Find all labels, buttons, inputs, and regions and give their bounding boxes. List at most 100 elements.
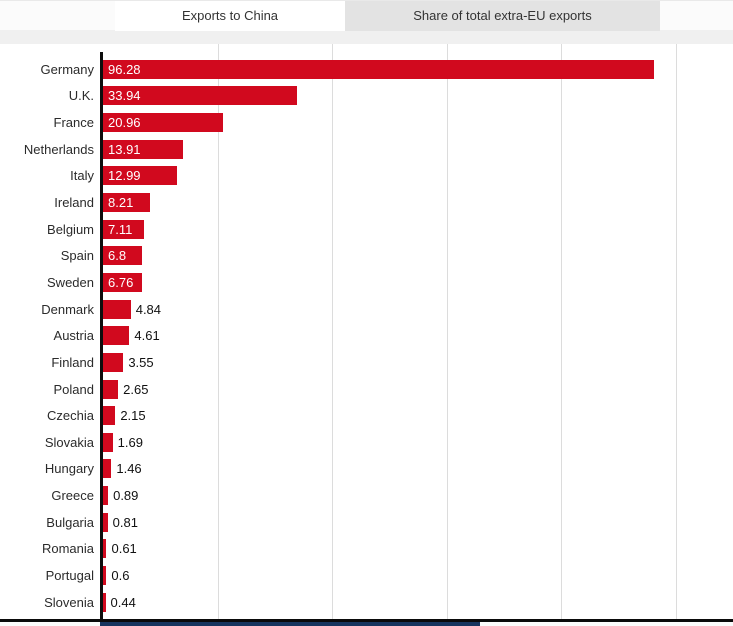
value-label: 4.84: [135, 301, 162, 317]
category-label: Spain: [60, 248, 94, 264]
bar-row: Italy 12.99: [0, 163, 733, 190]
bar-track: 0.6: [103, 565, 733, 585]
value-label: 0.61: [111, 541, 137, 557]
bar-track: 33.94: [103, 86, 733, 106]
bar-track: 2.15: [103, 406, 733, 426]
bar-row: Austria 4.61: [0, 322, 733, 349]
value-label: 0.89: [113, 488, 139, 504]
bar-slovenia[interactable]: [103, 592, 106, 612]
bar-hungary[interactable]: [103, 459, 112, 479]
bar-ireland[interactable]: 8.21: [103, 193, 151, 213]
value-label: 0.81: [112, 514, 138, 530]
y-axis-line: [100, 52, 103, 619]
bar-row: Czechia 2.15: [0, 402, 733, 429]
category-label: Germany: [40, 61, 94, 77]
value-label: 4.61: [134, 328, 160, 344]
bar-austria[interactable]: [103, 326, 130, 346]
bar-track: 1.46: [103, 459, 733, 479]
category-label: Bulgaria: [46, 514, 94, 530]
bar-track: 0.89: [103, 486, 733, 506]
value-label: 3.55: [128, 354, 154, 370]
bar-netherlands[interactable]: 13.91: [103, 139, 183, 159]
bar-spain[interactable]: 6.8: [103, 246, 142, 266]
category-label: Sweden: [47, 274, 94, 290]
value-label: 96.28: [108, 61, 141, 77]
category-label: Netherlands: [23, 141, 94, 157]
value-label: 2.65: [123, 381, 149, 397]
bar-belgium[interactable]: 7.11: [103, 219, 144, 239]
header-divider-band: [0, 30, 733, 44]
bar-romania[interactable]: [103, 539, 107, 559]
bar-track: 0.44: [103, 592, 733, 612]
bar-row: France 20.96: [0, 109, 733, 136]
value-label: 7.11: [108, 221, 133, 237]
value-label: 0.44: [110, 594, 136, 610]
category-label: Finland: [51, 354, 94, 370]
bar-track: 7.11: [103, 219, 733, 239]
bar-portugal[interactable]: [103, 565, 107, 585]
value-label: 1.46: [116, 461, 142, 477]
bar-track: 4.61: [103, 326, 733, 346]
bar-row: Poland 2.65: [0, 376, 733, 403]
category-label: France: [53, 115, 94, 131]
bar-track: 3.55: [103, 352, 733, 372]
bar-slovakia[interactable]: [103, 432, 113, 452]
category-label: Poland: [53, 381, 94, 397]
category-label: Slovakia: [44, 434, 94, 450]
bar-track: 1.69: [103, 432, 733, 452]
bar-italy[interactable]: 12.99: [103, 166, 178, 186]
value-label: 2.15: [120, 408, 146, 424]
tab-share-extra-eu-exports[interactable]: Share of total extra-EU exports: [345, 1, 660, 31]
gridline: [217, 44, 219, 619]
category-label: Austria: [53, 328, 94, 344]
bar-france[interactable]: 20.96: [103, 113, 224, 133]
bar-bulgaria[interactable]: [103, 512, 108, 532]
category-label: Slovenia: [44, 594, 94, 610]
value-label: 33.94: [108, 88, 141, 104]
bar-greece[interactable]: [103, 486, 109, 506]
bar-row: Finland 3.55: [0, 349, 733, 376]
bar-row: Hungary 1.46: [0, 456, 733, 483]
category-label: U.K.: [68, 88, 94, 104]
bar-track: 96.28: [103, 59, 733, 79]
bar-track: 0.61: [103, 539, 733, 559]
bar-track: 0.81: [103, 512, 733, 532]
bar-track: 8.21: [103, 193, 733, 213]
bar-poland[interactable]: [103, 379, 119, 399]
bar-track: 20.96: [103, 113, 733, 133]
bar-rows: Germany 96.28 U.K. 33.94 France 20.96 Netherla…: [0, 56, 733, 615]
bar-row: U.K. 33.94: [0, 83, 733, 110]
gridline: [561, 44, 563, 619]
value-label: 13.91: [108, 141, 141, 157]
bar-u-k[interactable]: 33.94: [103, 86, 298, 106]
bar-denmark[interactable]: [103, 299, 131, 319]
bar-track: 12.99: [103, 166, 733, 186]
gridline: [446, 44, 448, 619]
bar-track: 13.91: [103, 139, 733, 159]
category-label: Ireland: [54, 195, 94, 211]
bar-track: 4.84: [103, 299, 733, 319]
category-label: Romania: [41, 541, 94, 557]
bar-czechia[interactable]: [103, 406, 116, 426]
bar-row: Romania 0.61: [0, 536, 733, 563]
bar-sweden[interactable]: 6.76: [103, 272, 142, 292]
gridlines: [103, 44, 733, 619]
category-label: Italy: [70, 168, 94, 184]
bar-row: Belgium 7.11: [0, 216, 733, 243]
bar-germany[interactable]: 96.28: [103, 59, 655, 79]
bar-row: Greece 0.89: [0, 482, 733, 509]
tab-exports-to-china[interactable]: Exports to China: [115, 1, 345, 31]
value-label: 1.69: [117, 434, 143, 450]
bottom-strip-fill: [100, 622, 480, 626]
category-label: Czechia: [47, 408, 94, 424]
bar-row: Bulgaria 0.81: [0, 509, 733, 536]
bar-row: Netherlands 13.91: [0, 136, 733, 163]
bottom-strip: [0, 622, 733, 626]
bar-track: 2.65: [103, 379, 733, 399]
category-label: Denmark: [41, 301, 94, 317]
category-label: Belgium: [47, 221, 94, 237]
gridline: [675, 44, 677, 619]
bar-row: Slovakia 1.69: [0, 429, 733, 456]
value-label: 6.76: [108, 274, 134, 290]
bar-finland[interactable]: [103, 352, 124, 372]
